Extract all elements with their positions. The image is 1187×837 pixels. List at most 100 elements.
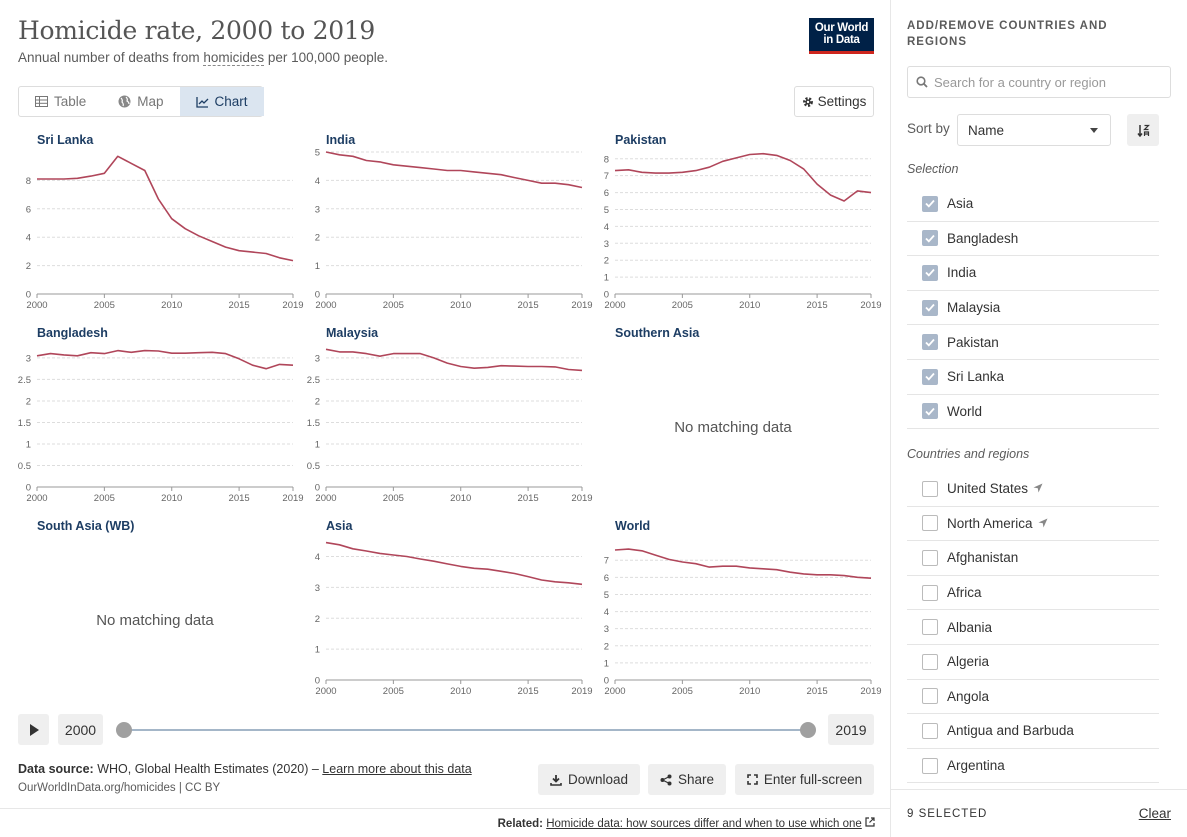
x-tick-label: 2005 — [94, 300, 115, 311]
y-tick-label: 2 — [26, 261, 31, 272]
selected-count: 9 SELECTED — [907, 808, 988, 820]
series-line-sri-lanka — [37, 155, 294, 262]
checkbox[interactable] — [922, 584, 938, 601]
selected-item[interactable]: Bangladesh — [907, 222, 1159, 257]
homicides-link[interactable]: homicides — [203, 50, 265, 66]
y-tick-label: 1 — [604, 273, 609, 284]
selected-item[interactable]: World — [907, 395, 1159, 430]
x-tick-label: 2019 — [571, 300, 592, 311]
checkbox[interactable] — [922, 688, 938, 705]
item-label: United States — [947, 481, 1029, 497]
page-subtitle: Annual number of deaths from homicides p… — [18, 50, 388, 66]
y-tick-label: 0 — [315, 483, 320, 494]
region-item[interactable]: Argentina — [907, 749, 1159, 784]
x-tick-label: 2015 — [518, 686, 539, 697]
logo-line1: Our World — [814, 22, 869, 34]
checkbox[interactable] — [922, 653, 938, 670]
timeline-start-year[interactable]: 2000 — [58, 714, 103, 745]
y-tick-label: 3 — [315, 583, 320, 594]
panel-title: Malaysia — [326, 326, 379, 340]
download-button[interactable]: Download — [538, 764, 640, 795]
timeline-track[interactable] — [124, 729, 808, 731]
learn-more-link[interactable]: Learn more about this data — [322, 762, 472, 776]
checkbox[interactable] — [922, 619, 938, 636]
y-tick-label: 6 — [604, 573, 609, 584]
region-item[interactable]: Antigua and Barbuda — [907, 714, 1159, 749]
checkbox[interactable] — [922, 515, 938, 532]
x-tick-label: 2019 — [282, 493, 303, 504]
selected-item[interactable]: India — [907, 256, 1159, 291]
sort-order-button[interactable] — [1127, 114, 1159, 146]
timeline-start-handle[interactable] — [116, 722, 132, 738]
sidebar-title: ADD/REMOVE COUNTRIES AND REGIONS — [907, 20, 1108, 48]
fullscreen-label: Enter full-screen — [763, 772, 863, 787]
timeline-end-year[interactable]: 2019 — [828, 714, 874, 745]
play-button[interactable] — [18, 714, 49, 745]
sort-value: Name — [968, 122, 1005, 138]
selected-item[interactable]: Sri Lanka — [907, 360, 1159, 395]
panel-pakistan: Pakistan 0 1 2 3 4 5 6 7 8 2000 2005 2010 2015 2019 — [604, 133, 882, 311]
x-tick-label: 2005 — [94, 493, 115, 504]
y-tick-label: 1 — [315, 439, 320, 450]
checkbox-checked[interactable] — [922, 368, 938, 385]
checkbox-checked[interactable] — [922, 403, 938, 420]
checkbox[interactable] — [922, 549, 938, 566]
region-item[interactable]: Albania — [907, 610, 1159, 645]
selected-item[interactable]: Malaysia — [907, 291, 1159, 326]
checkbox[interactable] — [922, 480, 938, 497]
checkbox[interactable] — [922, 757, 938, 774]
checkbox-checked[interactable] — [922, 264, 938, 281]
series-line-asia — [325, 541, 583, 586]
panel-bangladesh: Bangladesh 0 0.5 1 1.5 2 2.5 3 2000 2005 2010 2015 2… — [18, 326, 304, 504]
x-tick-label: 2000 — [26, 493, 47, 504]
clear-button[interactable]: Clear — [1138, 806, 1171, 821]
x-tick-label: 2005 — [383, 300, 404, 311]
line-chart-icon — [195, 96, 209, 108]
checkbox-checked[interactable] — [922, 195, 938, 212]
search-icon — [916, 76, 928, 88]
timeline-end-handle[interactable] — [800, 722, 816, 738]
y-tick-label: 0 — [604, 676, 609, 687]
selected-item[interactable]: Asia — [907, 187, 1159, 222]
item-label: Sri Lanka — [947, 369, 1005, 385]
region-item[interactable]: United States — [907, 472, 1159, 507]
region-item[interactable]: Africa — [907, 576, 1159, 611]
x-tick-label: 2000 — [315, 686, 336, 697]
download-label: Download — [567, 772, 629, 787]
selected-item[interactable]: Pakistan — [907, 325, 1159, 360]
y-tick-label: 8 — [26, 176, 31, 187]
region-item[interactable]: North America — [907, 507, 1159, 542]
region-item[interactable]: Algeria — [907, 645, 1159, 680]
checkbox-checked[interactable] — [922, 230, 938, 247]
external-link-icon — [865, 817, 875, 827]
x-tick-label: 2015 — [229, 493, 250, 504]
search-input[interactable] — [934, 74, 1154, 90]
x-tick-label: 2005 — [672, 300, 693, 311]
fullscreen-button[interactable]: Enter full-screen — [735, 764, 874, 795]
tab-map[interactable]: Map — [102, 87, 179, 116]
checkbox[interactable] — [922, 722, 938, 739]
related-link[interactable]: Homicide data: how sources differ and wh… — [546, 818, 862, 830]
tab-chart[interactable]: Chart — [179, 87, 264, 116]
x-tick-label: 2010 — [161, 300, 182, 311]
region-item[interactable]: Angola — [907, 680, 1159, 715]
share-button[interactable]: Share — [648, 764, 726, 795]
region-item[interactable]: Afghanistan — [907, 541, 1159, 576]
panel-world: World 0 1 2 3 4 5 6 7 2000 2005 2010 2015 2019 — [604, 519, 882, 697]
y-tick-label: 1 — [315, 261, 320, 272]
y-tick-label: 3 — [604, 624, 609, 635]
location-arrow-icon — [1033, 481, 1043, 496]
table-icon — [35, 96, 48, 107]
checkbox-checked[interactable] — [922, 334, 938, 351]
checkbox-checked[interactable] — [922, 299, 938, 316]
check-icon — [925, 303, 935, 312]
owid-logo[interactable]: Our World in Data — [809, 18, 874, 54]
settings-button[interactable]: Settings — [794, 86, 874, 117]
sidebar-footer: 9 SELECTED Clear — [891, 789, 1187, 837]
panel-southern-asia: Southern Asia No matching data — [615, 326, 792, 436]
sort-select[interactable]: Name — [957, 114, 1111, 146]
tab-table[interactable]: Table — [19, 87, 102, 116]
tab-chart-label: Chart — [214, 94, 248, 109]
settings-label: Settings — [817, 94, 867, 109]
